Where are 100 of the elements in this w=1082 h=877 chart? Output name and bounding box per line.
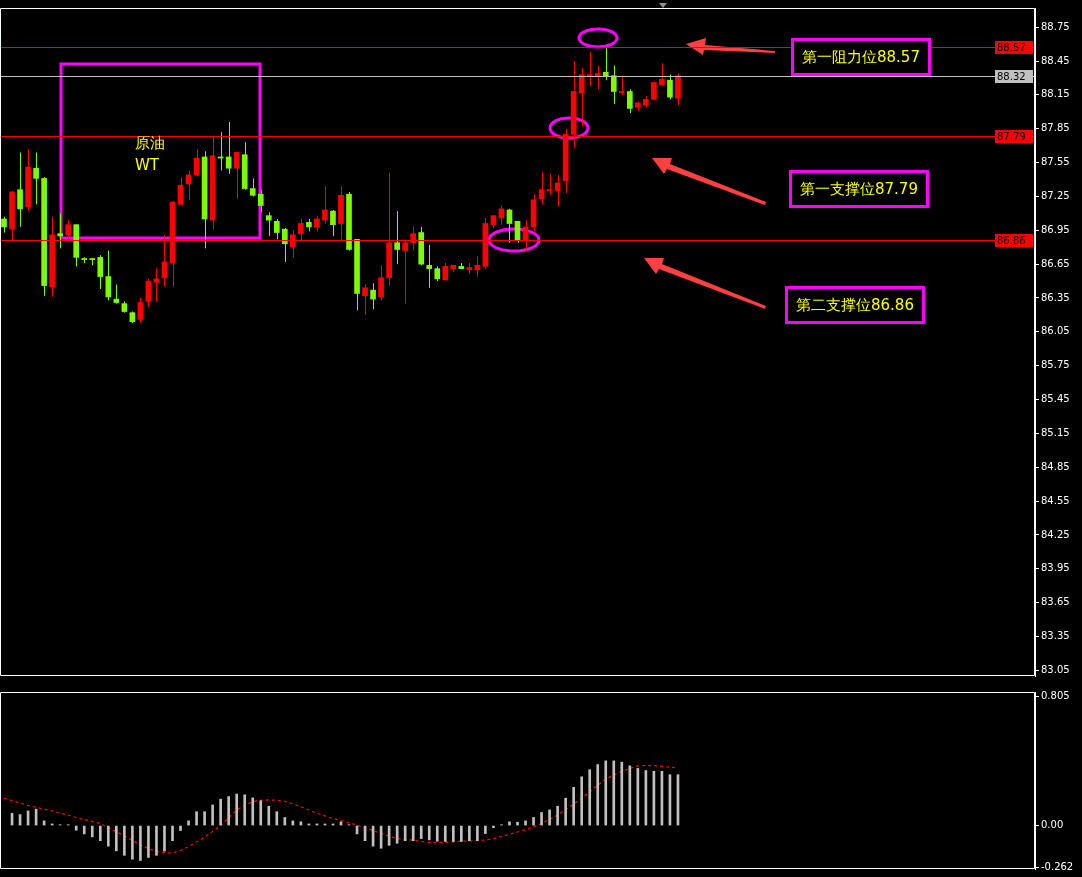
candlestick: [618, 76, 625, 96]
bar: [524, 820, 527, 826]
bar: [419, 825, 423, 839]
y-tick-label: 83.05: [1041, 663, 1070, 675]
candlestick: [378, 264, 384, 301]
bar: [283, 817, 287, 826]
y-tick-label: 88.15: [1041, 88, 1070, 100]
y-tick-label: 0.00: [1041, 819, 1064, 831]
y-tick-label: 86.95: [1041, 223, 1070, 235]
candlestick: [651, 80, 657, 100]
bar: [580, 776, 584, 826]
y-tick-label: 88.75: [1041, 20, 1070, 32]
bar: [179, 825, 182, 831]
bar: [596, 764, 600, 826]
bar: [259, 800, 263, 826]
bar: [628, 765, 632, 826]
annotation: 原油 WT: [135, 133, 165, 176]
y-tick-label: 86.35: [1041, 291, 1070, 303]
bar: [620, 761, 624, 826]
bar: [163, 825, 166, 852]
y-tick-label: 86.05: [1041, 325, 1070, 337]
bar: [540, 812, 543, 826]
y-tick-label: 87.55: [1041, 156, 1070, 168]
bar: [171, 825, 174, 842]
bar: [612, 760, 616, 826]
y-tick-label: 87.25: [1041, 190, 1070, 202]
candlestick: [659, 62, 665, 86]
candlestick: [594, 65, 601, 90]
candlestick: [426, 244, 433, 289]
bar: [460, 825, 463, 842]
candlestick: [578, 67, 585, 127]
bar: [227, 796, 230, 826]
candlestick: [627, 88, 633, 114]
candlestick: [602, 46, 609, 81]
candlestick: [153, 268, 160, 302]
bar: [484, 825, 487, 834]
candlestick: [370, 282, 376, 310]
annotation: 第二支撑位86.86: [785, 286, 925, 324]
bar: [243, 794, 247, 826]
candlestick: [57, 212, 63, 249]
y-tick-label: 83.95: [1041, 562, 1070, 574]
candlestick: [362, 283, 368, 316]
ref-line-label: 87.79: [997, 130, 1026, 142]
y-tick-label: 84.55: [1041, 494, 1070, 506]
bar: [275, 811, 279, 826]
candlestick: [137, 297, 144, 324]
bar: [90, 825, 94, 838]
ref-line-label: 88.32: [997, 70, 1026, 82]
candlestick: [273, 218, 280, 240]
bar: [443, 825, 447, 842]
candlestick: [33, 151, 39, 205]
candlestick: [265, 211, 272, 237]
bar: [564, 797, 567, 826]
bar: [219, 798, 222, 826]
candlestick: [233, 151, 240, 200]
bar: [106, 825, 110, 847]
bar: [74, 825, 78, 831]
bar: [82, 825, 86, 835]
bar: [211, 804, 214, 826]
candlestick: [610, 65, 617, 105]
bar: [468, 825, 471, 842]
candlestick: [105, 250, 112, 301]
bar: [139, 825, 142, 861]
bar: [548, 809, 551, 826]
bar: [235, 793, 239, 826]
bar: [435, 825, 439, 842]
candlestick: [586, 51, 593, 87]
annotation: 第一支撑位87.79: [789, 170, 929, 208]
candlestick: [65, 219, 72, 239]
bar: [98, 825, 102, 842]
y-tick-label: 83.35: [1041, 630, 1070, 642]
bar: [187, 820, 190, 826]
bar: [492, 825, 495, 828]
y-tick-label: 86.65: [1041, 257, 1070, 269]
y-tick-label: 85.15: [1041, 426, 1070, 438]
y-tick-label: 84.25: [1041, 528, 1070, 540]
y-tick-label: -0.262: [1041, 861, 1074, 873]
bar: [195, 811, 198, 826]
candlestick: [675, 72, 681, 106]
bar: [556, 805, 559, 826]
bar: [131, 825, 134, 860]
bar: [251, 797, 255, 826]
ref-line-label: 86.86: [997, 234, 1026, 246]
bar: [411, 825, 415, 842]
bar: [516, 821, 519, 826]
bar: [147, 825, 150, 858]
candlestick: [17, 151, 23, 228]
bar: [532, 817, 535, 826]
bar: [115, 825, 118, 852]
bar: [203, 811, 206, 826]
bar: [476, 825, 479, 842]
bar: [508, 821, 511, 826]
candlestick: [282, 227, 288, 263]
y-tick-label: 84.85: [1041, 460, 1070, 472]
bar: [267, 805, 271, 826]
candlestick: [322, 185, 328, 225]
y-tick-label: 88.45: [1041, 54, 1070, 66]
y-tick-label: 83.65: [1041, 596, 1070, 608]
bar: [403, 825, 407, 842]
ref-line-label: 88.57: [997, 41, 1026, 53]
